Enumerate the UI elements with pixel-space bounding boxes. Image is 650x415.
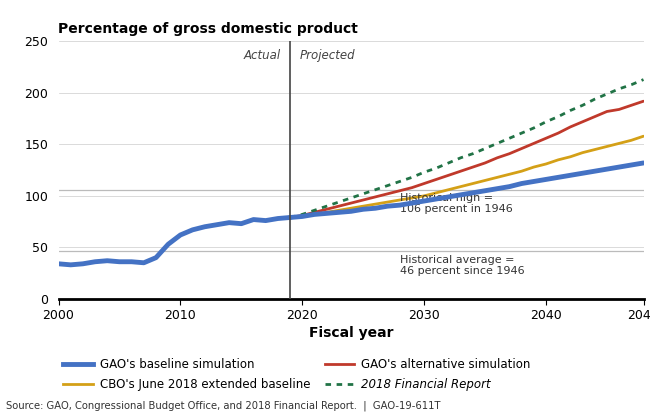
Text: Percentage of gross domestic product: Percentage of gross domestic product — [58, 22, 358, 36]
Legend: GAO's baseline simulation, CBO's June 2018 extended baseline, GAO's alternative : GAO's baseline simulation, CBO's June 20… — [58, 354, 535, 396]
Text: Source: GAO, Congressional Budget Office, and 2018 Financial Report.  |  GAO-19-: Source: GAO, Congressional Budget Office… — [6, 400, 441, 411]
Text: Projected: Projected — [300, 49, 356, 62]
X-axis label: Fiscal year: Fiscal year — [309, 326, 393, 340]
Text: Actual: Actual — [243, 49, 280, 62]
Text: Historical high =
106 percent in 1946: Historical high = 106 percent in 1946 — [400, 193, 512, 215]
Text: Historical average =
46 percent since 1946: Historical average = 46 percent since 19… — [400, 254, 525, 276]
